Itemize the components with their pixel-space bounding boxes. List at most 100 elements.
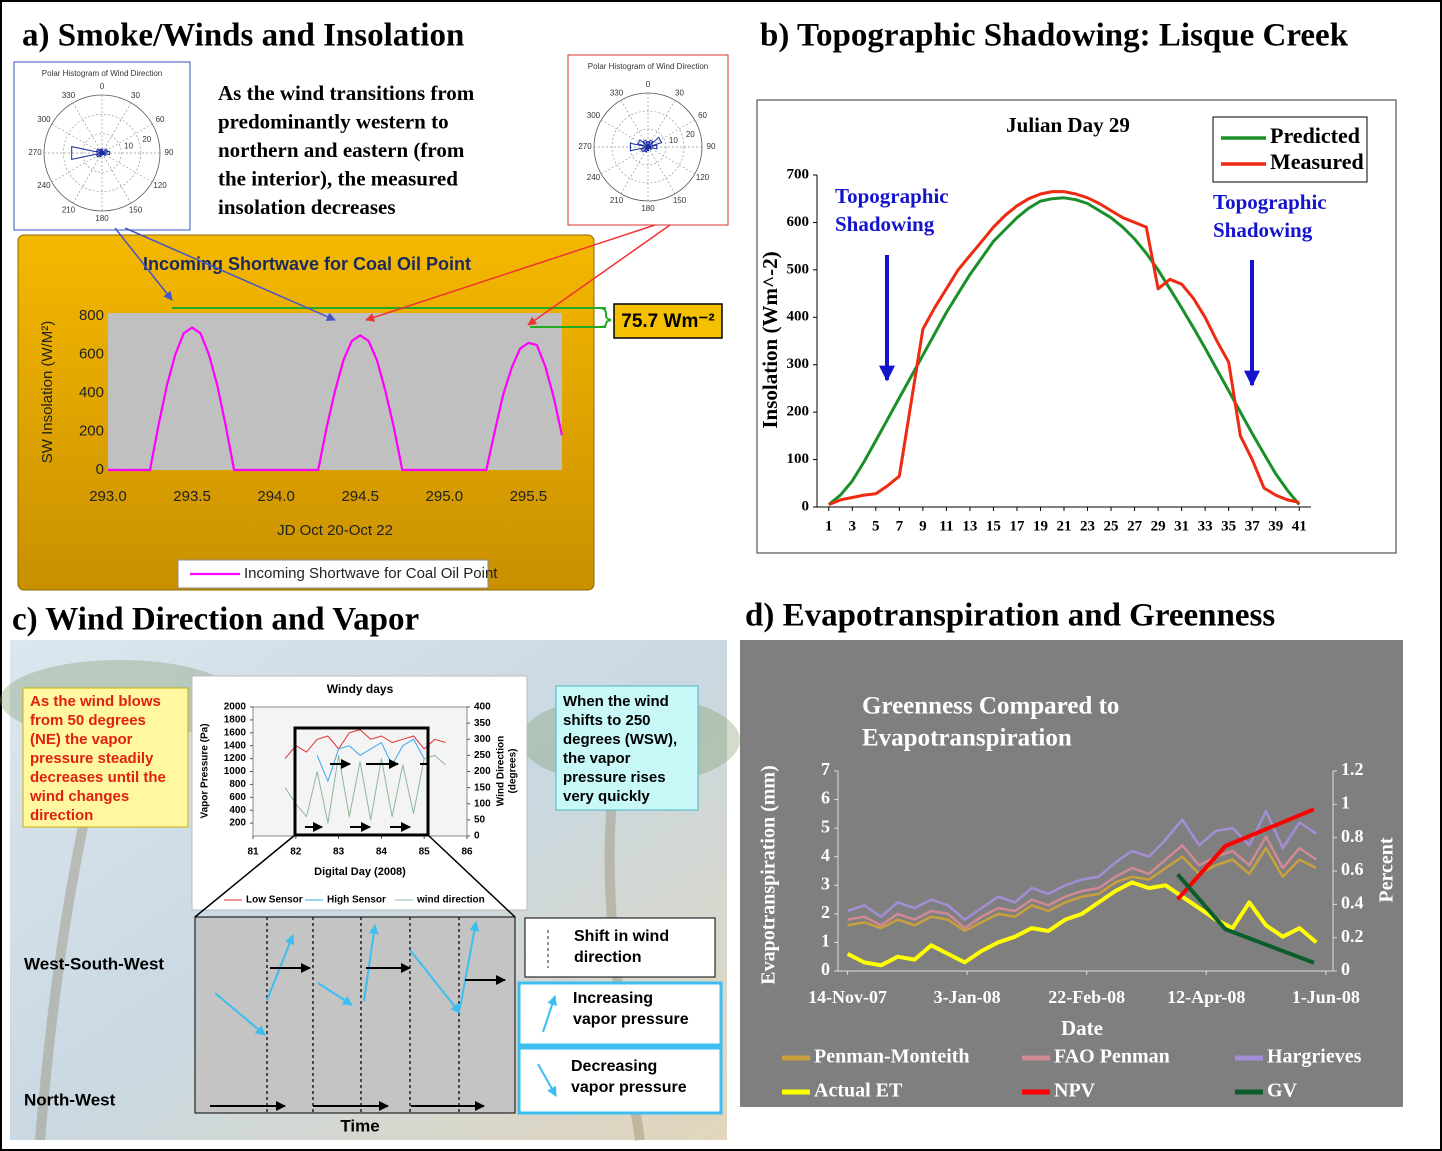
y2-tick-label: 350 [474, 718, 491, 729]
polar-tick-label: 10 [124, 141, 133, 150]
y-tick-label: 500 [787, 261, 810, 277]
x-tick-label: 23 [1080, 518, 1095, 534]
polar-angle-label: 90 [707, 142, 716, 151]
y2-tick-label: 0 [474, 831, 480, 842]
x-tick-label: 85 [419, 847, 431, 858]
y-tick-label: 600 [79, 345, 104, 362]
key-box [525, 918, 715, 977]
polar-angle-label: 210 [610, 196, 624, 205]
y-tick-label: 600 [229, 792, 246, 803]
x-tick-label: 12-Apr-08 [1167, 987, 1245, 1007]
y-tick-label: 1600 [224, 727, 247, 738]
y-tick-label: 800 [79, 307, 104, 324]
x-tick-label: 81 [247, 847, 259, 858]
y-tick-label: 7 [821, 759, 830, 779]
chart-title: Julian Day 29 [1006, 113, 1130, 137]
legend-label: High Sensor [327, 895, 386, 906]
legend-label: Predicted [1270, 123, 1360, 148]
y2-tick-label: 0.6 [1341, 859, 1364, 879]
polar-angle-label: 210 [62, 205, 76, 214]
chart-title: Greenness Compared to [862, 693, 1119, 720]
x-tick-label: 21 [1057, 518, 1072, 534]
note-line: wind changes [29, 788, 129, 805]
note-line: decreases until the [30, 769, 166, 786]
x-axis-title: JD Oct 20-Oct 22 [277, 522, 393, 539]
x-tick-label: 295.5 [510, 488, 548, 505]
polar-angle-label: 0 [100, 82, 105, 91]
y-tick-label: 6 [821, 788, 830, 808]
note-line: When the wind [563, 693, 669, 710]
note-line: predominantly western to [218, 109, 449, 133]
panel-title: a) Smoke/Winds and Insolation [22, 18, 464, 54]
y2-tick-label: 300 [474, 734, 491, 745]
y-tick-label: 1000 [224, 766, 247, 777]
polar-angle-label: 270 [578, 142, 592, 151]
legend-label: GV [1267, 1080, 1298, 1102]
note-line: pressure steadily [30, 750, 154, 767]
polar-angle-label: 240 [37, 181, 51, 190]
x-tick-label: 295.0 [426, 488, 464, 505]
x-tick-label: 17 [1009, 518, 1025, 534]
y2-tick-label: 1 [1341, 792, 1350, 812]
polar-title: Polar Histogram of Wind Direction [588, 62, 708, 71]
y-tick-label: 200 [229, 818, 246, 829]
panel-title: b) Topographic Shadowing: Lisque Creek [760, 18, 1349, 54]
y-tick-label: 1400 [224, 740, 247, 751]
x-tick-label: 31 [1174, 518, 1189, 534]
x-tick-label: 41 [1292, 518, 1307, 534]
note-line: insolation decreases [218, 195, 396, 219]
x-axis-title: Date [1061, 1016, 1103, 1040]
y-tick-label: 100 [787, 451, 810, 467]
y2-tick-label: 0.4 [1341, 892, 1364, 912]
panel-title: c) Wind Direction and Vapor [12, 602, 419, 638]
x-tick-label: 83 [333, 847, 345, 858]
y-tick-label: 800 [229, 779, 246, 790]
note-line: As the wind transitions from [218, 81, 475, 105]
note-line: (NE) the vapor [30, 731, 133, 748]
y2-tick-label: 200 [474, 766, 491, 777]
polar-angle-label: 60 [156, 115, 165, 124]
y-tick-label: 1800 [224, 715, 247, 726]
poster: a) Smoke/Winds and Insolation Incoming S… [0, 0, 1442, 1151]
x-tick-label: 33 [1198, 518, 1213, 534]
polar-angle-label: 330 [610, 88, 624, 97]
note-line: northern and eastern (from [218, 138, 465, 162]
x-axis-title: Time [340, 1116, 379, 1135]
y2-tick-label: 400 [474, 702, 491, 713]
legend-label: Actual ET [814, 1080, 903, 1102]
polar-angle-label: 300 [37, 115, 51, 124]
x-tick-label: 84 [376, 847, 388, 858]
y2-tick-label: 0.2 [1341, 926, 1364, 946]
x-tick-label: 1 [825, 518, 833, 534]
legend-label: NPV [1054, 1080, 1096, 1102]
polar-angle-label: 120 [696, 173, 710, 182]
x-tick-label: 37 [1245, 518, 1261, 534]
panel-title: d) Evapotranspiration and Greenness [745, 598, 1275, 634]
x-tick-label: 15 [986, 518, 1001, 534]
schematic [195, 917, 515, 1113]
polar-angle-label: 120 [153, 181, 167, 190]
polar-tick-label: 10 [669, 136, 678, 145]
x-tick-label: 86 [461, 847, 473, 858]
y-axis-title: SW Insolation (W/M²) [39, 321, 56, 464]
legend-label: Hargrieves [1267, 1046, 1362, 1068]
y-tick-label: 0 [821, 959, 830, 979]
x-tick-label: 13 [962, 518, 977, 534]
y2-tick-label: 0.8 [1341, 826, 1364, 846]
y-tick-label: 400 [229, 805, 246, 816]
x-tick-label: 294.5 [341, 488, 379, 505]
y2-tick-label: 50 [474, 815, 486, 826]
x-tick-label: 29 [1151, 518, 1166, 534]
legend-label: Incoming Shortwave for Coal Oil Point [244, 565, 498, 582]
polar-angle-label: 150 [129, 205, 143, 214]
polar-angle-label: 270 [28, 148, 42, 157]
x-tick-label: 25 [1104, 518, 1119, 534]
polar-angle-label: 180 [95, 214, 109, 223]
y-axis-title: Evapotranspiration (mm) [758, 765, 780, 984]
annotation: Topographic [1213, 190, 1327, 214]
x-tick-label: 294.0 [257, 488, 295, 505]
polar-angle-label: 300 [587, 111, 601, 120]
annotation: Shadowing [835, 212, 935, 236]
legend-label: wind direction [416, 895, 485, 906]
x-tick-label: 5 [872, 518, 880, 534]
